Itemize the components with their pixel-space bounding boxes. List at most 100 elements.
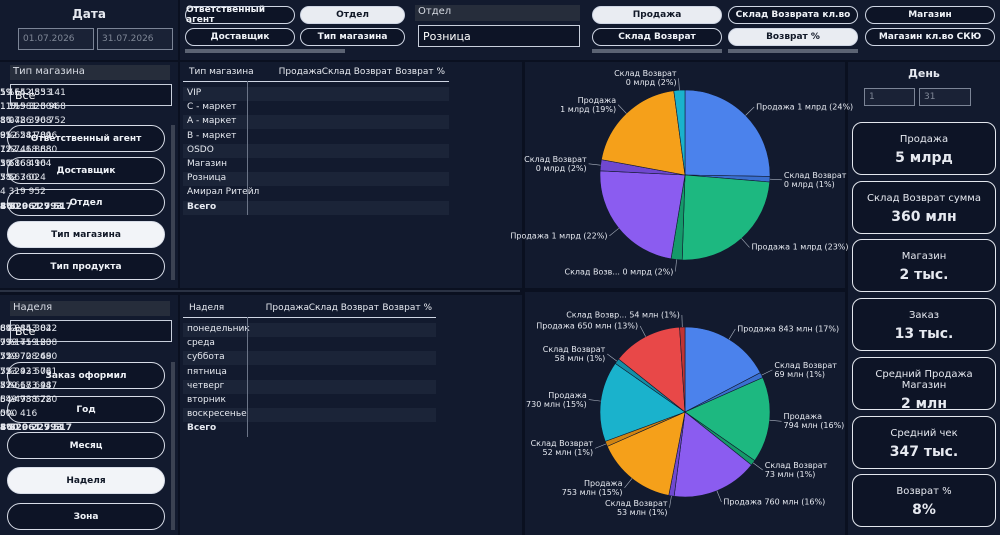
- table-row: [183, 87, 449, 101]
- table-row: [183, 101, 449, 116]
- filter-select[interactable]: Розница: [418, 25, 580, 47]
- column-header: Тип магазина: [189, 67, 254, 77]
- kpi-card: Магазин 2 тыс.: [852, 239, 996, 293]
- measure-button[interactable]: Склад Возврата кл.во: [728, 6, 858, 24]
- kpi-label: Средний Продажа Магазин: [875, 368, 973, 391]
- table-cell: 36 168 104: [0, 159, 52, 169]
- table-cell: 842 853 822: [0, 324, 58, 334]
- kpi-card: Заказ 13 тыс.: [852, 298, 996, 352]
- measure-button[interactable]: Магазин: [865, 6, 995, 24]
- pie-slice: [601, 90, 686, 176]
- slicer-button[interactable]: Заказ оформил: [7, 362, 165, 389]
- slice-label: Продажа 1 млрд (24%): [756, 102, 854, 112]
- measure-button[interactable]: Склад Возврат: [592, 28, 722, 46]
- table-cell: 4 529 227 517: [0, 423, 73, 434]
- slicer-button[interactable]: Доставщик: [185, 28, 295, 46]
- slice-label: Склад Возврат 73 млн (1%): [764, 461, 828, 480]
- table-cell: вторник: [187, 395, 226, 405]
- leader-line: [769, 419, 782, 422]
- slicer-button[interactable]: Наделя: [7, 467, 165, 494]
- kpi-card: Средний Продажа Магазин 2 млн: [852, 356, 996, 412]
- pie-slice: [684, 326, 761, 413]
- filter-select[interactable]: Все: [10, 320, 172, 342]
- table-cell: 9%: [0, 130, 15, 141]
- slicer-button[interactable]: Отдел: [7, 189, 165, 216]
- leader-line: [639, 325, 646, 337]
- table-cell: среда: [187, 338, 215, 349]
- table-row: [183, 351, 436, 366]
- day-input[interactable]: 31: [919, 88, 971, 106]
- slicer-button[interactable]: Ответственный агент: [7, 125, 165, 152]
- slicer-button[interactable]: Тип магазина: [7, 221, 165, 248]
- pie-chart: [588, 315, 782, 508]
- slicer-button[interactable]: Тип продукта: [7, 253, 165, 280]
- day-input[interactable]: 1: [864, 88, 915, 106]
- leader-line: [741, 238, 750, 248]
- table-cell: OSDO: [187, 144, 214, 155]
- measure-button[interactable]: Продажа: [592, 6, 722, 24]
- slice-label: Склад Возврат 58 млн (1%): [542, 344, 606, 363]
- filter-select[interactable]: Все: [10, 84, 172, 106]
- slice-label: Склад Возв... 0 млрд (2%): [564, 267, 674, 277]
- day-title: День: [908, 67, 940, 80]
- date-input[interactable]: 01.07.2026: [18, 28, 94, 50]
- table-cell: VIP: [187, 88, 202, 98]
- table-cell: 360 061 993: [0, 201, 63, 212]
- slicer-button[interactable]: Ответственный агент: [185, 5, 295, 25]
- slice-label: Продажа 843 млн (17%): [737, 324, 840, 334]
- table-cell: 172 418 680: [0, 144, 58, 155]
- pie-slice: [599, 170, 686, 260]
- table-cell: Всего: [187, 423, 217, 434]
- table-cell: 7%: [0, 352, 15, 363]
- table-cell: 1 119 323 968: [0, 102, 66, 113]
- table-cell: 7%: [0, 144, 15, 155]
- kpi-value: 2 млн: [901, 395, 947, 412]
- slicer-button[interactable]: Доставщик: [7, 157, 165, 184]
- slice-label: Продажа 753 млн (15%): [561, 478, 623, 497]
- table-cell: 753 433 061: [0, 366, 58, 377]
- table-row: [183, 129, 449, 144]
- kpi-card: Продажа 5 млрд: [852, 122, 996, 175]
- slicer-button[interactable]: Зона: [7, 503, 165, 530]
- table-cell: 54 493 628: [0, 395, 52, 405]
- table-row: [183, 158, 449, 172]
- table-row: [183, 115, 449, 130]
- table-cell: 649 788 720: [0, 395, 58, 405]
- table-cell: Розница: [187, 173, 227, 184]
- column-header: Склад Возврат: [321, 67, 392, 77]
- slicer-button[interactable]: Год: [7, 396, 165, 423]
- table-row: [183, 365, 436, 380]
- table-cell: 52 972 248: [0, 352, 52, 363]
- date-title: Дата: [72, 7, 106, 21]
- slice-label: Склад Возврат 0 млрд (2%): [614, 69, 677, 88]
- measure-button[interactable]: Магазин кл.во СКЮ: [865, 28, 995, 46]
- slice-label: Продажа 794 млн (16%): [783, 412, 845, 431]
- table-cell: 81 624 704: [0, 130, 52, 141]
- measure-button[interactable]: Возврат %: [728, 28, 858, 46]
- pie-slice: [684, 89, 771, 177]
- kpi-card: Возврат % 8%: [852, 474, 996, 528]
- table-cell: 11%: [0, 102, 21, 113]
- leader-line: [745, 106, 755, 116]
- kpi-label: Заказ: [908, 310, 940, 322]
- table-row: [183, 172, 449, 187]
- date-input[interactable]: 31.07.2026: [97, 28, 173, 50]
- table-row: [183, 143, 449, 158]
- table-cell: 0%: [0, 409, 15, 420]
- table-cell: 8%: [0, 423, 16, 434]
- filter-label: Наделя: [10, 301, 170, 316]
- table-row: [183, 408, 436, 423]
- slice-label: Склад Возврат 0 млрд (1%): [783, 170, 847, 189]
- table-row: [183, 186, 449, 201]
- table-cell: 9%: [0, 338, 15, 349]
- table-cell: 952 581 896: [0, 130, 58, 141]
- slicer-button[interactable]: Отдел: [300, 6, 405, 24]
- table-cell: 12 746 888: [0, 144, 52, 155]
- slicer-button[interactable]: Месяц: [7, 432, 165, 459]
- table-cell: 59 552 833: [0, 88, 52, 98]
- table-cell: 57 617 644: [0, 380, 52, 391]
- pie-slice: [681, 174, 771, 261]
- slicer-button[interactable]: Тип магазина: [300, 28, 405, 46]
- column-rule: [247, 81, 248, 215]
- table-cell: 500 416: [0, 409, 38, 420]
